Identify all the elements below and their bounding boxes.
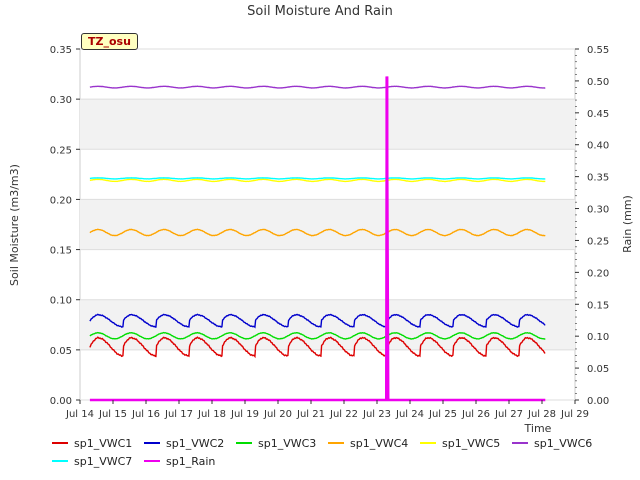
- y2-tick-label-4: 0.20: [587, 268, 609, 279]
- legend-swatch: [236, 442, 252, 444]
- x-tick-label-7: Jul 21: [296, 409, 325, 420]
- legend-item-sp1_VWC2: sp1_VWC2: [144, 437, 236, 450]
- y2-tick-label-0: 0.00: [587, 396, 609, 407]
- x-tick-label-11: Jul 25: [428, 409, 457, 420]
- x-axis-label: Time: [524, 422, 552, 435]
- legend-swatch: [144, 460, 160, 462]
- y-tick-label-7: 0.35: [50, 45, 72, 56]
- x-tick-label-9: Jul 23: [362, 409, 391, 420]
- legend-item-sp1_VWC5: sp1_VWC5: [420, 437, 512, 450]
- y-tick-label-0: 0.00: [50, 396, 72, 407]
- x-tick-label-13: Jul 27: [494, 409, 523, 420]
- y-tick-label-3: 0.15: [50, 246, 72, 257]
- legend-item-sp1_VWC4: sp1_VWC4: [328, 437, 420, 450]
- legend-label: sp1_VWC5: [442, 436, 501, 450]
- legend: sp1_VWC1 sp1_VWC2 sp1_VWC3 sp1_VWC4 sp1_VWC5…: [52, 434, 632, 470]
- rain-spike: [385, 76, 389, 400]
- series-line-sp1_VWC7: [89, 177, 546, 180]
- y-tick-label-1: 0.05: [50, 346, 72, 357]
- x-tick-label-1: Jul 15: [98, 409, 127, 420]
- legend-label: sp1_Rain: [166, 454, 216, 468]
- legend-label: sp1_VWC2: [166, 436, 225, 450]
- x-tick-label-15: Jul 29: [560, 409, 589, 420]
- legend-row-0: sp1_VWC1 sp1_VWC2 sp1_VWC3 sp1_VWC4 sp1_VWC5…: [52, 434, 632, 452]
- axes: 0.00 0.05 0.10 0.15 0.20 0.25 0.30 0.35 0.00 0.05…: [50, 45, 610, 420]
- legend-item-sp1_VWC3: sp1_VWC3: [236, 437, 328, 450]
- series-line-sp1_VWC2: [89, 313, 546, 329]
- legend-item-sp1_VWC6: sp1_VWC6: [512, 437, 604, 450]
- plot-band-2: [80, 99, 575, 150]
- y2-tick-label-6: 0.30: [587, 205, 609, 216]
- y2-tick-label-10: 0.50: [587, 77, 609, 88]
- x-tick-label-2: Jul 16: [131, 409, 160, 420]
- series-line-sp1_VWC4: [89, 228, 546, 237]
- y2-axis-label: Rain (mm): [621, 195, 634, 253]
- legend-swatch: [52, 460, 68, 462]
- plot-band-1: [80, 199, 575, 250]
- legend-swatch: [144, 442, 160, 444]
- series-line-sp1_VWC3: [89, 331, 546, 340]
- y2-tick-label-11: 0.55: [587, 45, 609, 56]
- legend-label: sp1_VWC7: [74, 454, 133, 468]
- legend-swatch: [420, 442, 436, 444]
- legend-item-sp1_Rain: sp1_Rain: [144, 455, 236, 468]
- y-tick-label-2: 0.10: [50, 296, 72, 307]
- y-tick-label-5: 0.25: [50, 145, 72, 156]
- y2-tick-label-8: 0.40: [587, 141, 609, 152]
- x-tick-label-10: Jul 24: [395, 409, 424, 420]
- y2-tick-label-1: 0.05: [587, 364, 609, 375]
- x-tick-label-14: Jul 28: [527, 409, 556, 420]
- y-tick-label-6: 0.30: [50, 95, 72, 106]
- x-tick-label-8: Jul 22: [329, 409, 358, 420]
- x-tick-label-5: Jul 19: [230, 409, 259, 420]
- legend-row-1: sp1_VWC7 sp1_Rain: [52, 452, 632, 470]
- y2-tick-label-3: 0.15: [587, 300, 609, 311]
- x-tick-label-3: Jul 17: [164, 409, 193, 420]
- legend-item-sp1_VWC1: sp1_VWC1: [52, 437, 144, 450]
- y2-tick-label-9: 0.45: [587, 109, 609, 120]
- site-badge: TZ_osu: [81, 33, 138, 50]
- legend-label: sp1_VWC1: [74, 436, 133, 450]
- y-axis-label: Soil Moisture (m3/m3): [8, 164, 21, 286]
- y-tick-label-4: 0.20: [50, 195, 72, 206]
- series-lines: [89, 76, 546, 402]
- legend-label: sp1_VWC6: [534, 436, 593, 450]
- x-tick-label-6: Jul 20: [263, 409, 292, 420]
- series-line-sp1_VWC5: [89, 178, 546, 183]
- x-tick-label-12: Jul 26: [461, 409, 490, 420]
- legend-label: sp1_VWC4: [350, 436, 409, 450]
- legend-swatch: [512, 442, 528, 444]
- legend-swatch: [52, 442, 68, 444]
- legend-swatch: [328, 442, 344, 444]
- legend-item-sp1_VWC7: sp1_VWC7: [52, 455, 144, 468]
- series-line-sp1_VWC6: [89, 85, 546, 89]
- series-line-sp1_VWC1: [89, 336, 546, 359]
- y2-tick-label-5: 0.25: [587, 236, 609, 247]
- legend-label: sp1_VWC3: [258, 436, 317, 450]
- chart-title: Soil Moisture And Rain: [247, 4, 393, 19]
- plot-band-0: [80, 299, 575, 350]
- y2-tick-label-2: 0.10: [587, 332, 609, 343]
- plot-bands: [80, 99, 575, 350]
- x-tick-label-0: Jul 14: [65, 409, 94, 420]
- x-tick-label-4: Jul 18: [197, 409, 226, 420]
- y2-tick-label-7: 0.35: [587, 173, 609, 184]
